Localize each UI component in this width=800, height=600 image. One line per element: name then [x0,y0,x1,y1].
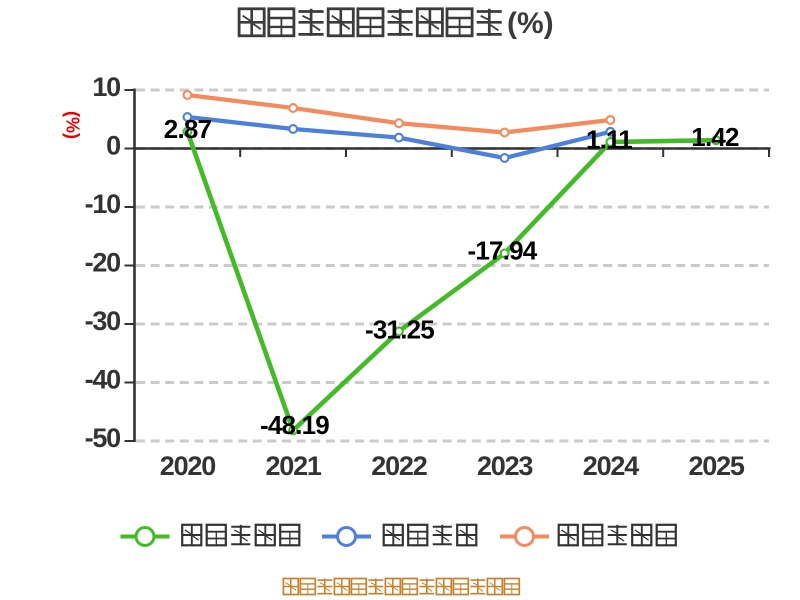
svg-text:-48.19: -48.19 [260,410,329,440]
svg-text:-50: -50 [85,423,121,453]
svg-text:-30: -30 [85,306,121,336]
svg-text:2023: 2023 [477,451,533,481]
svg-text:-10: -10 [85,189,121,219]
svg-text:2020: 2020 [160,451,215,481]
svg-text:(%): (%) [63,111,83,139]
svg-text:10: 10 [92,72,120,102]
svg-text:-20: -20 [85,248,121,278]
svg-text:-31.25: -31.25 [365,314,434,344]
svg-text:2024: 2024 [583,451,639,481]
svg-text:1.42: 1.42 [691,122,739,152]
svg-text:2022: 2022 [371,451,426,481]
svg-text:(%): (%) [507,7,554,40]
svg-text:0: 0 [106,131,120,161]
svg-text:2025: 2025 [688,451,744,481]
svg-text:2021: 2021 [265,451,321,481]
svg-text:-40: -40 [85,365,121,395]
svg-text:1.11: 1.11 [586,124,632,154]
svg-text:2.87: 2.87 [164,114,212,144]
svg-text:-17.94: -17.94 [468,235,538,265]
